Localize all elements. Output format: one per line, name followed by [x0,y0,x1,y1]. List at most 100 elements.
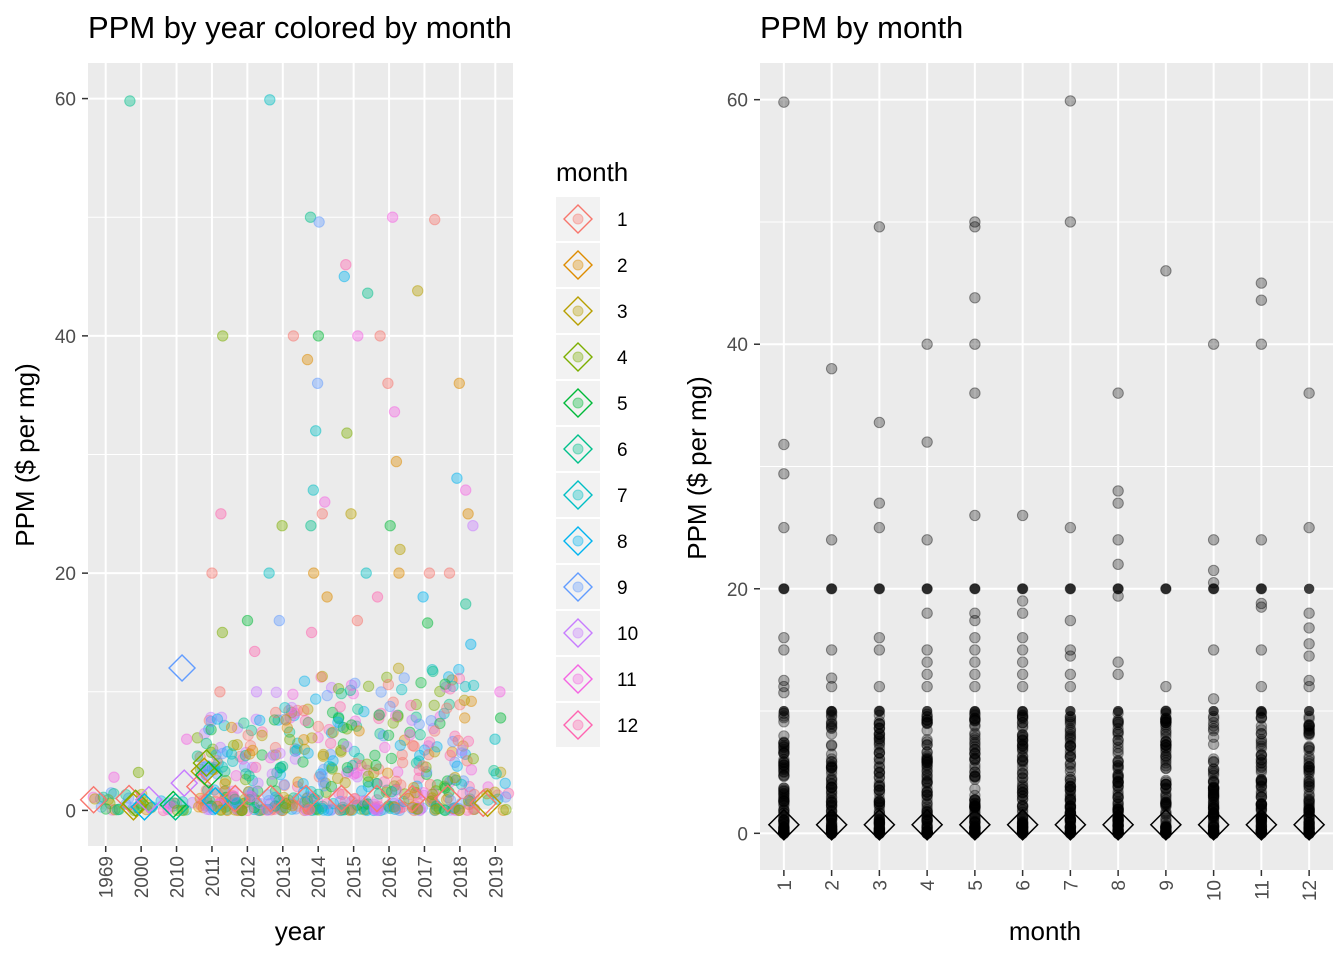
data-point [168,797,181,809]
data-point [286,706,298,719]
data-point [271,766,283,779]
left-x-tick-label: 2016 [380,856,401,898]
data-point [430,785,442,797]
data-point [1016,814,1029,826]
data-point [921,820,933,833]
data-point [969,338,981,350]
data-point [1016,820,1029,832]
data-point [1112,705,1124,717]
data-point [921,813,933,825]
data-point [345,508,357,520]
data-point [969,822,981,834]
data-point [325,681,338,694]
data-point [1016,781,1029,793]
data-point [921,827,933,839]
data-point [460,598,472,610]
data-point [873,761,886,774]
median-marker [185,772,214,801]
data-point [243,785,255,798]
data-point [1064,781,1077,793]
data-point [921,806,933,819]
data-point [921,776,933,789]
right-x-tick-label: 8 [1109,880,1130,891]
data-point [207,743,219,755]
data-point [1064,614,1077,627]
data-point [262,789,274,801]
data-point [1064,521,1077,534]
legend-key-point [572,305,584,317]
data-point [268,714,281,726]
data-point [778,741,790,753]
data-point [1016,750,1029,762]
data-point [315,671,327,683]
data-point [310,804,322,816]
data-point [1303,758,1315,770]
data-point [109,804,121,816]
data-point [429,725,441,737]
data-point [969,631,981,644]
data-point [1016,732,1029,744]
data-point [921,436,933,448]
data-point [289,743,301,755]
data-point [873,827,886,839]
right-x-tick-label: 4 [918,880,939,891]
data-point [167,800,180,812]
data-point [215,804,227,816]
data-point [389,803,401,815]
data-point [1160,750,1172,762]
data-point [312,720,324,733]
data-point [778,762,790,775]
data-point [228,790,240,803]
data-point [352,330,364,342]
data-point [302,747,314,759]
data-point [124,95,136,107]
data-point [969,795,981,807]
median-marker [192,748,221,777]
left-gridlines [88,63,513,846]
left-x-tick-label: 2000 [132,856,153,898]
data-point [358,705,370,718]
data-point [241,614,254,627]
data-point [309,803,322,815]
data-point [351,771,363,783]
data-point [502,787,515,800]
data-point [211,713,224,725]
data-point [201,803,214,815]
data-point [1064,726,1077,738]
data-point [1016,772,1029,784]
data-point [1255,534,1268,546]
data-point [239,773,252,786]
data-point [297,756,309,768]
data-point [457,787,469,800]
data-point [404,729,416,741]
data-point [778,807,790,820]
left-x-tick-label: 1969 [97,856,118,898]
data-point [250,686,263,698]
data-point [921,739,933,751]
data-point [921,797,933,809]
data-point [873,733,886,745]
data-point [825,782,838,794]
data-point [317,750,329,762]
data-point [1016,819,1029,831]
data-point [163,797,176,809]
data-point [1207,798,1220,811]
data-point [825,827,838,839]
data-point [193,801,205,813]
data-point [969,766,981,778]
data-point [453,663,465,676]
data-point [1064,668,1077,681]
data-point [305,520,317,532]
data-point [825,821,838,833]
data-point [873,746,886,759]
data-point [353,725,365,737]
data-point [267,749,280,761]
data-point [176,804,188,816]
data-point [873,733,886,745]
data-point [1064,95,1077,107]
data-point [388,406,401,418]
data-point [1016,816,1029,828]
data-point [410,711,422,723]
data-point [825,680,838,693]
data-point [778,785,790,798]
